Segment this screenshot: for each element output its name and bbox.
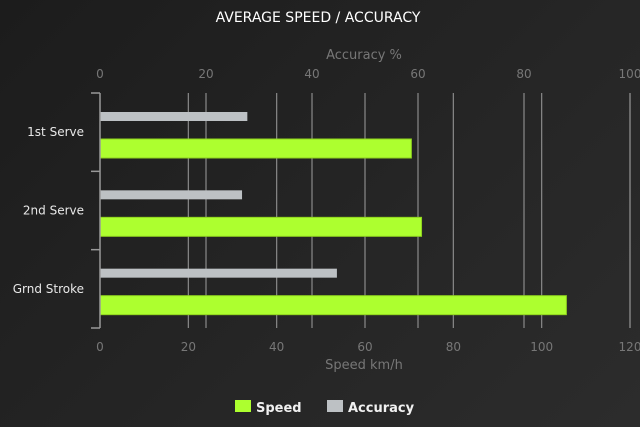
bottom-tick-label: 120 — [619, 340, 640, 354]
bottom-tick-label: 60 — [357, 340, 372, 354]
top-tick-label: 20 — [198, 67, 213, 81]
top-tick-label: 0 — [96, 67, 104, 81]
legend-label-accuracy: Accuracy — [348, 401, 415, 416]
speed-bar — [99, 138, 412, 159]
legend-label-speed: Speed — [256, 401, 302, 416]
accuracy-bar — [100, 190, 243, 200]
accuracy-bar — [100, 268, 337, 278]
legend: Speed Accuracy — [235, 400, 415, 416]
bottom-tick-label: 80 — [446, 340, 461, 354]
chart-title: AVERAGE SPEED / ACCURACY — [216, 10, 421, 26]
top-tick-label: 100 — [619, 67, 640, 81]
category-label: 2nd Serve — [23, 204, 84, 218]
bottom-tick-label: 20 — [181, 340, 196, 354]
bottom-axis-label: Speed km/h — [325, 358, 403, 373]
legend-swatch-accuracy — [327, 400, 343, 412]
speed-bar — [99, 216, 423, 237]
top-axis-label: Accuracy % — [326, 48, 402, 63]
speed-bar — [99, 295, 567, 316]
top-tick-label: 80 — [516, 67, 531, 81]
top-tick-label: 60 — [410, 67, 425, 81]
accuracy-bar — [100, 112, 248, 121]
top-tick-label: 40 — [304, 67, 319, 81]
bottom-tick-label: 40 — [269, 340, 284, 354]
bottom-tick-label: 0 — [96, 340, 104, 354]
legend-swatch-speed — [235, 400, 251, 412]
bottom-tick-label: 100 — [530, 340, 553, 354]
category-label: 1st Serve — [27, 125, 84, 139]
category-label: Grnd Stroke — [13, 282, 84, 296]
